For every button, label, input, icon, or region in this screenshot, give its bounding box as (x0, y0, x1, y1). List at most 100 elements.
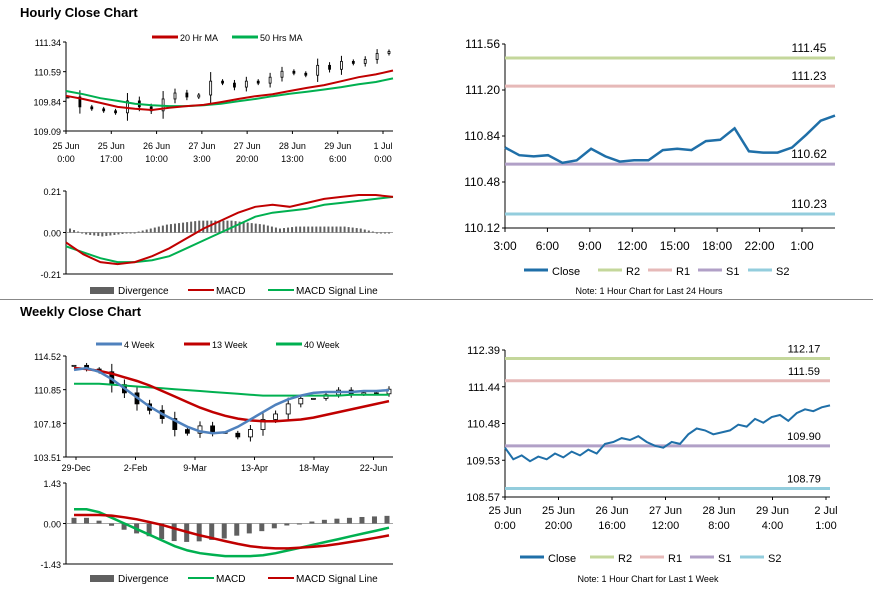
weekly-macd-divergence-bar (96, 520, 102, 524)
hourly-levels-level-label: 110.62 (791, 147, 827, 161)
hourly-price-candle (78, 96, 82, 108)
weekly-price-candle (310, 397, 316, 400)
weekly-macd-divergence-bar (321, 519, 327, 524)
hourly-macd-divergence-bar (198, 220, 201, 233)
weekly-price-candle (71, 364, 77, 367)
hourly-levels-legend-label: Close (552, 266, 580, 278)
weekly-price-x-tick-label: 18-May (299, 463, 330, 473)
hourly-macd-divergence-bar (173, 223, 176, 233)
hourly-legend-20hr-label: 20 Hr MA (180, 33, 218, 43)
hourly-macd-divergence-bar (129, 232, 132, 234)
hourly-price-candle (209, 80, 213, 96)
weekly-price-candle (273, 413, 279, 420)
hourly-macd-signal-line (65, 195, 394, 264)
weekly-price-candle (184, 429, 190, 434)
weekly-levels-x-tick-label: 26 Jun (595, 505, 628, 517)
hourly-macd-divergence-bar (81, 232, 84, 234)
weekly-levels-level-label: 108.79 (787, 474, 821, 486)
hourly-levels-close-line (504, 114, 836, 165)
hourly-price-candle (90, 106, 94, 110)
hourly-price-candle (375, 53, 379, 60)
hourly-levels-x-tick-label: 6:00 (536, 239, 560, 253)
hourly-levels-legend-label: R1 (676, 266, 690, 278)
weekly-levels-x-tick-label: 28 Jun (702, 505, 735, 517)
weekly-levels-x-tick-label: 4:00 (762, 520, 783, 532)
hourly-price-candle (351, 60, 355, 64)
weekly-macd-divergence-bar (346, 517, 352, 524)
hourly-macd-divergence-bar (89, 232, 92, 235)
weekly-price-x-tick-label: 22-Jun (360, 463, 388, 473)
weekly-price-x-tick-label: 2-Feb (124, 463, 148, 473)
hourly-price-x-tick-label: 26 Jun (143, 141, 170, 151)
hourly-macd-divergence-bar (202, 220, 205, 233)
hourly-macd-divergence-bar (371, 231, 374, 233)
hourly-levels-y-tick-label: 110.48 (464, 175, 500, 189)
hourly-macd-divergence-bar (210, 220, 213, 233)
weekly-macd-divergence-bar (171, 523, 177, 542)
weekly-section-title: Weekly Close Chart (20, 304, 142, 319)
hourly-macd-divergence-bar (69, 228, 71, 233)
hourly-macd-divergence-bar (254, 223, 257, 233)
hourly-macd-divergence-bar (270, 226, 273, 233)
weekly-price-x-tick-label: 9-Mar (183, 463, 207, 473)
hourly-macd-divergence-bar (363, 229, 366, 233)
hourly-levels-y-tick-label: 110.12 (464, 221, 500, 235)
hourly-price-candle (280, 70, 284, 78)
hourly-price-candle (233, 82, 236, 88)
weekly-macd-divergence-bar (84, 517, 90, 524)
weekly-levels-x-tick-label: 29 Jun (756, 505, 789, 517)
hourly-macd-divergence-bar (311, 226, 314, 233)
hourly-price-candle (221, 80, 224, 84)
weekly-13-week-line (73, 366, 390, 423)
hourly-macd-divergence-bar (266, 225, 269, 233)
hourly-macd-divergence-bar (109, 232, 112, 236)
weekly-price-x-tick-label: 13-Apr (241, 463, 268, 473)
hourly-price-x-tick-label: 10:00 (145, 154, 168, 164)
weekly-levels-x-tick-label: 16:00 (598, 520, 626, 532)
weekly-macd-divergence-bar (359, 516, 365, 524)
hourly-price-candle (363, 59, 367, 64)
weekly-price-y-tick-label: 107.18 (33, 419, 61, 429)
hourly-macd-divergence-bar (274, 227, 277, 233)
hourly-macd-y-tick-label: 0.00 (43, 229, 61, 239)
weekly-price-y-tick-label: 114.52 (34, 352, 61, 362)
weekly-macd-divergence-bar (121, 523, 127, 530)
hourly-price-candle (340, 60, 343, 70)
hourly-price-candle (185, 92, 189, 98)
hourly-price-candle (114, 110, 117, 114)
hourly-levels-x-tick-label: 15:00 (660, 239, 690, 253)
weekly-macd-line (74, 508, 390, 558)
hourly-levels-y-tick-label: 111.56 (465, 37, 500, 51)
hourly-price-candle (197, 94, 201, 98)
hourly-macd-divergence-bar (165, 224, 168, 233)
weekly-macd-divergence-bar (271, 523, 277, 529)
weekly-price-x-tick-label: 29-Dec (61, 463, 91, 473)
hourly-macd-divergence-bar (388, 232, 390, 234)
hourly-levels-y-tick-label: 110.84 (464, 129, 500, 143)
weekly-macd-divergence-bar (246, 523, 252, 534)
weekly-price-y-tick-label: 110.85 (34, 386, 61, 396)
hourly-macd-divergence-bar (238, 221, 241, 233)
weekly-levels-x-tick-label: 25 Jun (542, 505, 575, 517)
weekly-legend-macd-label: MACD (216, 574, 245, 585)
weekly-levels-close-line (504, 404, 831, 463)
hourly-macd-divergence-bar (145, 229, 148, 233)
weekly-legend-divergence-label: Divergence (118, 574, 169, 585)
hourly-levels-y-tick-label: 111.20 (465, 83, 500, 97)
weekly-macd-divergence-bar (259, 523, 265, 532)
hourly-legend-signal-label: MACD Signal Line (296, 286, 378, 297)
hourly-price-x-tick-label: 29 Jun (324, 141, 351, 151)
hourly-legend-macd-label: MACD (216, 286, 245, 297)
hourly-levels-level-label: 110.23 (791, 197, 827, 211)
weekly-levels-x-tick-label: 0:00 (494, 520, 515, 532)
hourly-macd-divergence-bar (347, 227, 350, 233)
hourly-macd-divergence-bar (351, 227, 354, 233)
hourly-macd-divergence-bar (113, 232, 116, 235)
section-divider (0, 299, 873, 300)
weekly-levels-level-label: 112.17 (788, 343, 821, 355)
hourly-price-candle (328, 64, 331, 70)
weekly-levels-x-tick-label: 20:00 (545, 520, 573, 532)
hourly-levels-x-tick-label: 22:00 (745, 239, 775, 253)
weekly-macd-divergence-bar (146, 523, 152, 537)
hourly-macd-divergence-bar (133, 232, 136, 234)
